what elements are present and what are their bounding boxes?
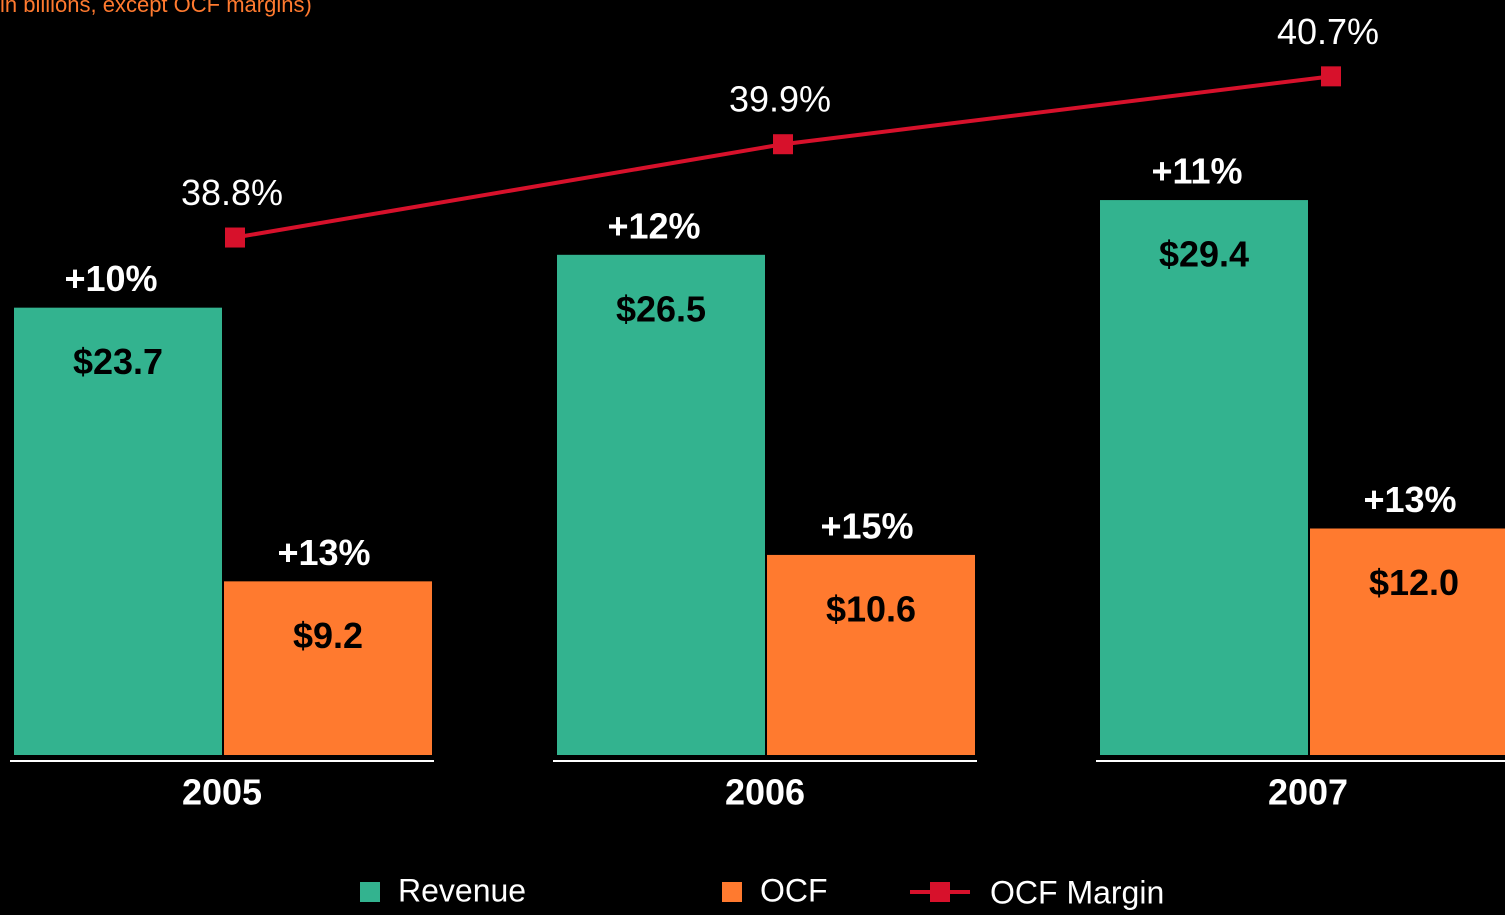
chart-subtitle: in billions, except OCF margins) <box>0 0 312 17</box>
line-marker <box>1321 66 1341 87</box>
value-label: $29.4 <box>1159 234 1249 275</box>
value-label: $12.0 <box>1369 562 1459 603</box>
line-marker <box>773 134 793 155</box>
legend-swatch <box>360 882 380 902</box>
bar <box>1310 528 1505 755</box>
bar <box>767 554 975 755</box>
value-label: $9.2 <box>293 615 363 656</box>
value-label: 38.8% <box>181 172 283 213</box>
legend-label: OCF Margin <box>990 874 1164 910</box>
x-tick-label: 2006 <box>725 772 805 813</box>
value-label: 40.7% <box>1277 11 1379 52</box>
value-label: $26.5 <box>616 288 706 329</box>
x-tick-label: 2007 <box>1268 772 1348 813</box>
growth-label: +15% <box>820 505 913 546</box>
bar <box>1100 200 1308 755</box>
growth-label: +13% <box>1363 479 1456 520</box>
bar <box>557 254 765 755</box>
growth-label: +13% <box>277 532 370 573</box>
growth-label: +11% <box>1151 151 1242 192</box>
legend-label: Revenue <box>398 872 526 908</box>
legend-label: OCF <box>760 872 828 908</box>
line-marker <box>225 227 245 248</box>
legend-swatch <box>930 882 950 902</box>
bar <box>224 581 432 755</box>
growth-label: +10% <box>64 258 157 299</box>
value-label: $10.6 <box>826 588 916 629</box>
growth-label: +12% <box>607 205 700 246</box>
bar <box>14 307 222 755</box>
value-label: $23.7 <box>73 341 163 382</box>
legend-swatch <box>722 882 742 902</box>
x-tick-label: 2005 <box>182 772 262 813</box>
value-label: 39.9% <box>729 79 831 120</box>
